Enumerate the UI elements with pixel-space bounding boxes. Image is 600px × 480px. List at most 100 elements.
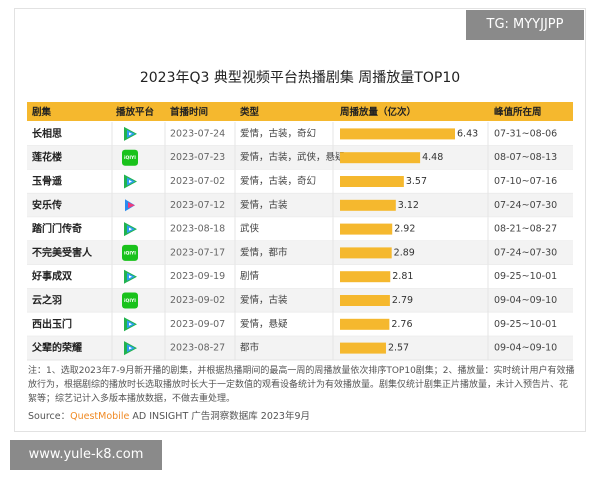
- premiere-date: 2023-07-02: [170, 176, 225, 187]
- bar-value: 2.81: [392, 271, 413, 282]
- peak-week: 07-10~07-16: [494, 176, 557, 187]
- genre: 武侠: [240, 223, 260, 235]
- card: [14, 8, 586, 432]
- premiere-date: 2023-09-19: [170, 271, 225, 282]
- premiere-date: 2023-07-23: [170, 152, 225, 163]
- icon-label: iQIYI: [124, 250, 136, 256]
- peak-week: 07-24~07-30: [494, 200, 557, 211]
- genre: 剧情: [240, 270, 260, 282]
- peak-week: 07-24~07-30: [494, 247, 557, 258]
- bar-value: 3.12: [398, 200, 419, 211]
- peak-week: 09-04~09-10: [494, 295, 557, 306]
- bar-value: 3.57: [406, 176, 427, 187]
- icon-shape: [129, 227, 132, 231]
- note: 注：1、选取2023年7-9月新开播的剧集，并根据热播期间的最高一周的周播放量依…: [28, 366, 575, 404]
- column-header: 类型: [240, 106, 260, 118]
- title: 2023年Q3 典型视频平台热播剧集 周播放量TOP10: [140, 69, 460, 86]
- bar-value: 2.76: [391, 319, 412, 330]
- peak-week: 09-25~10-01: [494, 271, 557, 282]
- bar-value: 2.79: [392, 295, 413, 306]
- platform-icon: [124, 269, 137, 284]
- row-bg: [27, 217, 573, 241]
- bar: [340, 342, 386, 354]
- drama-name: 长相思: [32, 127, 62, 140]
- column-header: 播放平台: [116, 106, 155, 118]
- column-header: 周播放量（亿次）: [340, 106, 416, 118]
- platform-icon: [124, 317, 137, 332]
- bar-value: 4.48: [422, 152, 443, 163]
- drama-name: 玉骨遥: [32, 175, 62, 188]
- row-bg: [27, 264, 573, 289]
- icon-shape: [128, 202, 135, 209]
- row-bg: [27, 193, 573, 218]
- bar: [340, 247, 392, 259]
- peak-week: 08-21~08-27: [494, 224, 557, 235]
- column-header: 剧集: [32, 106, 52, 118]
- genre: 爱情，古装: [240, 199, 288, 211]
- bar-value: 2.89: [394, 247, 415, 258]
- drama-name: 父辈的荣耀: [31, 341, 82, 354]
- premiere-date: 2023-07-17: [170, 247, 225, 258]
- premiere-date: 2023-08-18: [170, 224, 225, 235]
- row-bg: [27, 288, 573, 313]
- platform-icon: [124, 126, 137, 141]
- icon-label: iQIYI: [124, 298, 136, 304]
- row-bg: [27, 145, 573, 170]
- icon-label: iQIYI: [124, 155, 136, 161]
- drama-name: 莲花楼: [32, 151, 62, 164]
- bar-value: 2.92: [394, 224, 415, 235]
- bar: [340, 295, 390, 306]
- bar: [340, 152, 421, 164]
- genre: 爱情，古装，奇幻: [240, 127, 316, 139]
- bar: [340, 223, 393, 235]
- genre: 爱情，悬疑: [240, 318, 288, 330]
- premiere-date: 2023-07-12: [170, 200, 225, 211]
- genre: 爱情，古装: [240, 294, 288, 306]
- platform-icon: [124, 174, 137, 189]
- row-bg: [27, 241, 573, 265]
- peak-week: 09-25~10-01: [494, 319, 557, 330]
- row-bg: [27, 336, 573, 360]
- platform-icon: iQIYI: [122, 244, 138, 261]
- source-text: AD INSIGHT 广告洞察数据库 2023年9月: [132, 411, 311, 422]
- icon-bg: [122, 292, 138, 309]
- bar: [340, 128, 455, 140]
- drama-name: 西出玉门: [32, 317, 72, 330]
- icon-shape: [129, 180, 132, 183]
- platform-icon: [124, 222, 137, 237]
- row-bg: [27, 312, 573, 337]
- platform-icon: iQIYI: [122, 149, 138, 166]
- bar-value: 6.43: [457, 128, 478, 139]
- icon-shape: [129, 275, 132, 279]
- icon-bg: [122, 244, 138, 261]
- genre: 爱情，古装，奇幻: [240, 175, 316, 187]
- bar: [340, 176, 404, 187]
- peak-week: 09-04~09-10: [494, 343, 557, 354]
- drama-name: 好事成双: [31, 270, 72, 283]
- column-header: 首播时间: [170, 106, 208, 118]
- platform-icon: iQIYI: [122, 292, 138, 309]
- icon-bg: [122, 149, 138, 166]
- source: Source：QuestMobile AD INSIGHT 广告洞察数据库 20…: [28, 408, 310, 422]
- drama-name: 安乐传: [32, 198, 62, 211]
- drama-name: 踏门门传奇: [32, 222, 82, 235]
- peak-week: 08-07~08-13: [494, 152, 557, 163]
- icon-shape: [129, 346, 132, 350]
- platform-icon: [124, 341, 137, 356]
- source-label: Source：: [28, 411, 71, 422]
- drama-name: 不完美受害人: [32, 246, 93, 259]
- peak-week: 07-31~08-06: [494, 128, 557, 139]
- genre: 爱情，古装，武侠，悬疑: [240, 151, 345, 163]
- row-bg: [27, 169, 573, 194]
- premiere-date: 2023-09-02: [170, 295, 225, 306]
- bar: [340, 318, 390, 330]
- platform-icon: [125, 199, 135, 212]
- icon-shape: [129, 322, 132, 326]
- premiere-date: 2023-09-07: [170, 319, 225, 330]
- watermark: TG: MYYJJPP: [466, 10, 584, 40]
- icon-shape: [129, 132, 132, 136]
- genre: 爱情，都市: [240, 246, 288, 258]
- column-header: 峰值所在周: [494, 106, 542, 118]
- premiere-date: 2023-07-24: [170, 128, 225, 139]
